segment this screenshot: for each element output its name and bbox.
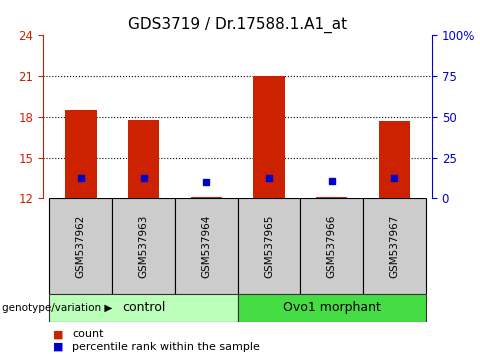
- Bar: [300, 198, 363, 294]
- Bar: [49, 198, 112, 294]
- Bar: [238, 198, 300, 294]
- Bar: [65, 110, 96, 198]
- Text: GSM537966: GSM537966: [327, 214, 336, 278]
- Text: GSM537965: GSM537965: [264, 214, 274, 278]
- Text: GSM537963: GSM537963: [139, 214, 148, 278]
- Bar: [128, 120, 159, 198]
- Bar: [175, 198, 238, 294]
- Text: control: control: [122, 302, 165, 314]
- Text: GSM537964: GSM537964: [201, 214, 211, 278]
- Bar: [112, 198, 175, 294]
- Text: ■: ■: [53, 329, 63, 339]
- Text: ■: ■: [53, 342, 63, 352]
- Title: GDS3719 / Dr.17588.1.A1_at: GDS3719 / Dr.17588.1.A1_at: [128, 16, 347, 33]
- Bar: [253, 76, 285, 198]
- Text: GSM537962: GSM537962: [76, 214, 86, 278]
- Bar: [363, 198, 426, 294]
- Bar: [316, 197, 348, 198]
- Text: Ovo1 morphant: Ovo1 morphant: [283, 302, 381, 314]
- Text: GSM537967: GSM537967: [389, 214, 399, 278]
- Bar: [191, 197, 222, 198]
- Bar: [379, 121, 410, 198]
- Text: count: count: [72, 329, 104, 339]
- Text: genotype/variation ▶: genotype/variation ▶: [2, 303, 113, 313]
- Text: percentile rank within the sample: percentile rank within the sample: [72, 342, 260, 352]
- Bar: [49, 294, 238, 322]
- Bar: [238, 294, 426, 322]
